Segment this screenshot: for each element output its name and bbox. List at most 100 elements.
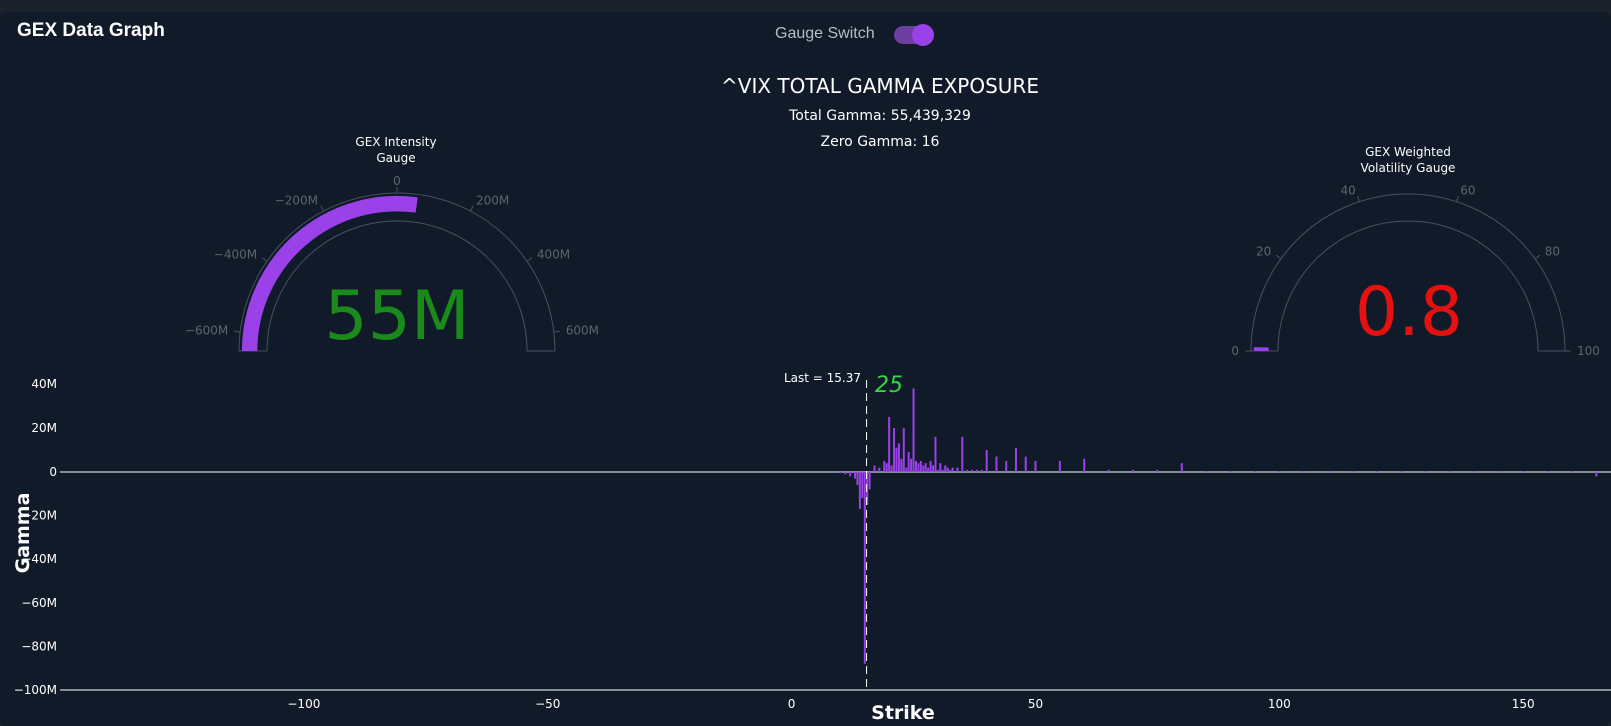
gamma-bar — [927, 467, 930, 472]
volatility-gauge-tick — [1275, 254, 1282, 260]
intensity-gauge-tick-label: −200M — [275, 193, 318, 207]
intensity-gauge-tick — [553, 330, 560, 333]
volatility-gauge-tick — [1534, 254, 1541, 260]
last-price-label: Last = 15.37 — [784, 371, 861, 385]
gamma-bar — [868, 472, 871, 490]
gamma-bar — [932, 465, 935, 472]
zero-gamma-label: Zero Gamma: 16 — [821, 134, 940, 150]
y-axis-label: Gamma — [12, 493, 34, 574]
gamma-bar — [966, 469, 969, 472]
y-tick-label: −40M — [21, 552, 57, 566]
gamma-bar — [1595, 472, 1598, 477]
gamma-bar — [907, 452, 910, 472]
gamma-bar — [1302, 470, 1305, 472]
gamma-bar — [1253, 470, 1256, 472]
gamma-bar — [949, 469, 952, 472]
x-tick-label: 50 — [1028, 697, 1043, 711]
gex-panel — [0, 12, 1611, 726]
gamma-bar — [863, 472, 866, 664]
gamma-bar — [856, 472, 859, 486]
gamma-bar — [941, 469, 944, 472]
intensity-gauge-tick — [526, 257, 533, 262]
gamma-bar — [854, 472, 857, 479]
volatility-gauge-tick — [1357, 195, 1360, 202]
gamma-bar — [1205, 470, 1208, 472]
gauge-switch-toggle[interactable] — [894, 24, 934, 46]
gamma-bar — [844, 472, 847, 475]
intensity-gauge-title-line1: GEX Intensity — [355, 135, 436, 149]
intensity-gauge-inner-arc — [266, 220, 528, 352]
gamma-bar — [1229, 470, 1232, 472]
gex-intensity-gauge: GEX Intensity Gauge 55M −600M −400M −200M 0… — [185, 135, 599, 356]
gamma-bar — [1005, 461, 1008, 472]
panel-title: GEX Data Graph — [17, 20, 165, 41]
gamma-bar — [1546, 470, 1549, 472]
gamma-bar — [885, 463, 888, 472]
x-tick-label: 150 — [1512, 697, 1535, 711]
x-tick-label: 0 — [788, 697, 796, 711]
gamma-bar — [1522, 470, 1525, 472]
x-tick-label: −50 — [535, 697, 560, 711]
intensity-gauge-tick-label: 200M — [476, 193, 509, 207]
gamma-bar — [900, 458, 903, 472]
gamma-bar — [1424, 470, 1427, 472]
gamma-bar — [893, 428, 896, 472]
gamma-bar — [936, 469, 939, 472]
gamma-bar — [1400, 470, 1403, 472]
gamma-bar — [924, 463, 927, 472]
gamma-bar — [1570, 470, 1573, 472]
volatility-gauge-tick-label: 80 — [1545, 245, 1560, 259]
y-tick-label: −100M — [14, 683, 57, 697]
gamma-bar — [873, 465, 876, 472]
intensity-gauge-value: 55M — [324, 277, 469, 356]
gamma-bar — [1107, 469, 1110, 472]
gamma-bar — [878, 467, 881, 472]
volatility-gauge-tick-label: 100 — [1577, 344, 1600, 358]
y-tick-label: −20M — [21, 509, 57, 523]
x-tick-label: 100 — [1268, 697, 1291, 711]
gamma-bar — [971, 469, 974, 472]
intensity-gauge-tick-label: −400M — [214, 247, 257, 261]
gamma-bar — [995, 456, 998, 472]
gamma-bar — [914, 461, 917, 472]
gauge-switch-knob[interactable] — [912, 24, 934, 46]
gamma-bar — [1327, 470, 1330, 472]
gauge-switch-label: Gauge Switch — [775, 25, 875, 42]
gamma-bar-chart: Strike Gamma Last = 15.37 40M 20M 0 −20M −40… — [12, 371, 1611, 724]
intensity-gauge-tick-label: 600M — [566, 324, 599, 338]
volatility-gauge-tick — [1456, 195, 1459, 202]
gamma-bar — [985, 450, 988, 472]
gamma-bar — [946, 467, 949, 472]
gamma-bar — [1180, 463, 1183, 472]
gamma-bar — [861, 472, 864, 499]
chart-title: ^VIX TOTAL GAMMA EXPOSURE — [721, 74, 1039, 98]
y-tick-label: −80M — [21, 639, 57, 653]
gamma-bar — [1449, 470, 1452, 472]
gamma-bar — [858, 472, 861, 510]
gamma-bar — [912, 388, 915, 472]
intensity-gauge-tick — [261, 257, 268, 262]
volatility-gauge-outer-arc — [1250, 193, 1566, 352]
volatility-gauge-title-line1: GEX Weighted — [1365, 145, 1451, 159]
gamma-bar — [956, 467, 959, 472]
intensity-gauge-tick — [320, 205, 325, 212]
gamma-bar — [883, 461, 886, 472]
gamma-bar — [917, 463, 920, 472]
gamma-bar — [1351, 470, 1354, 472]
intensity-gauge-tick — [469, 205, 474, 212]
x-axis-label: Strike — [871, 702, 935, 724]
gamma-bar — [980, 469, 983, 472]
gamma-bar — [897, 443, 900, 472]
volatility-gauge-title-line2: Volatility Gauge — [1361, 161, 1456, 175]
gamma-bar — [1024, 456, 1027, 472]
x-tick-label: −100 — [287, 697, 320, 711]
gamma-bar — [1083, 458, 1086, 472]
gamma-bar — [922, 465, 925, 472]
gamma-bar — [934, 436, 937, 472]
y-tick-label: 0 — [49, 465, 57, 479]
annotation-25: 25 — [875, 373, 903, 398]
gamma-bar — [902, 428, 905, 472]
intensity-gauge-tick-label: −600M — [185, 324, 228, 338]
gamma-bar — [1034, 461, 1037, 472]
